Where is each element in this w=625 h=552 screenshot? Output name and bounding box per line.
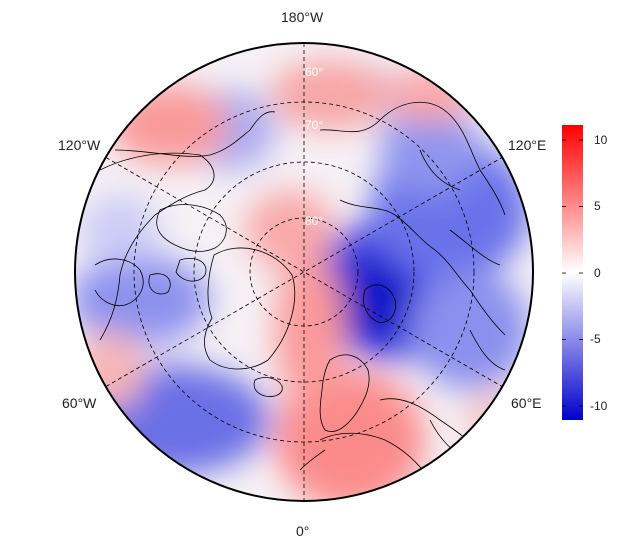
colorbar-tick-minus5: -5 [590,332,601,346]
hudson-bay [94,258,144,307]
colorbar-tick-5: 5 [594,199,601,213]
colorbar-gradient [562,125,583,420]
lon-label-60w: 60°W [62,395,97,411]
europe-positive-anomaly [275,370,425,501]
latitude-labels: 80° 70° 60° [305,65,323,228]
siberia-coast [319,101,506,216]
lon-label-120w: 120°W [58,137,101,153]
lon-label-180w: 180°W [281,9,324,25]
canadian-archipelago-outline [148,204,227,295]
siberian-rivers-and-borders [419,149,506,461]
alaska-coast [114,111,276,157]
meridian-60w-120e [105,157,503,387]
lon-label-60e: 60°E [511,395,542,411]
map-border [74,42,534,502]
graticule [75,43,533,501]
colorbar [562,125,583,420]
eurasia-arctic-coast [339,199,506,336]
lat-label-80: 80° [305,214,323,228]
colorbar-tick-0: 0 [594,266,601,280]
colorbar-tick-minus10: -10 [590,399,608,413]
north-america-coast [99,152,215,341]
lon-label-0: 0° [296,523,310,539]
lon-label-120e: 120°E [508,137,547,153]
lat-label-70: 70° [305,118,323,132]
greenland-outline [203,247,296,370]
coastlines [94,101,506,501]
scandinavia-outline [319,354,370,432]
novaya-zemlya [363,284,397,323]
iceland-outline [253,377,283,397]
meridian-120w-60e [105,157,503,387]
latitude-circle-70 [193,161,415,383]
colorbar-tick-10: 10 [594,133,608,147]
lat-label-60: 60° [305,65,323,79]
